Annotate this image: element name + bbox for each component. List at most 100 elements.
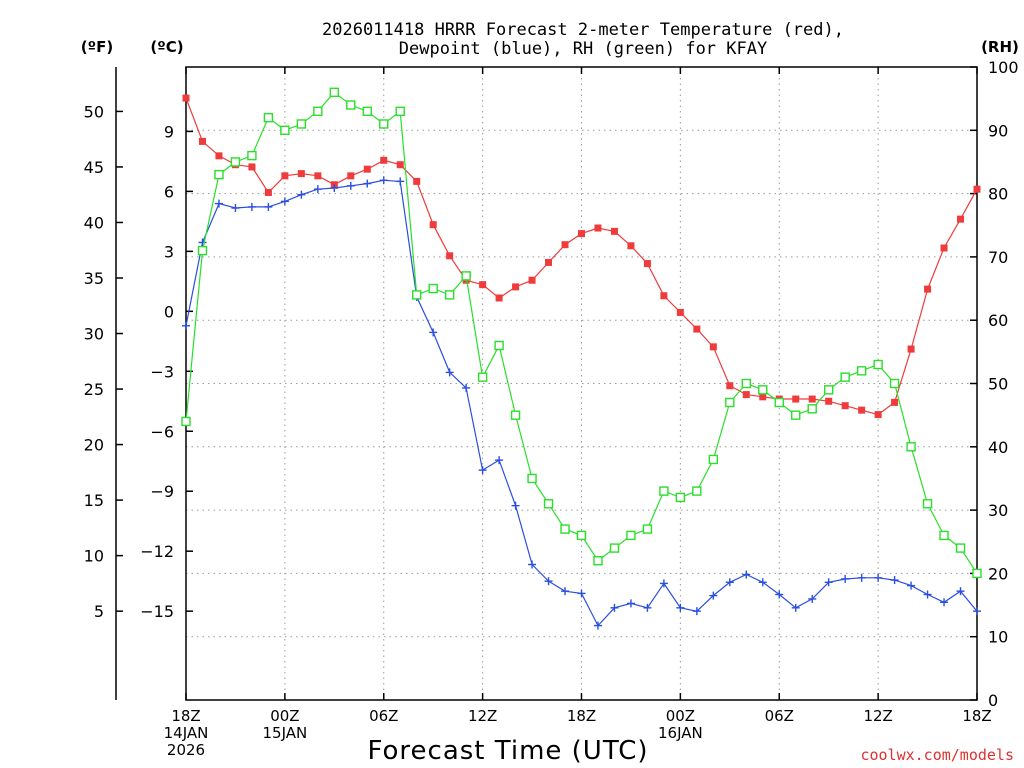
rh-point <box>675 492 686 503</box>
temperature-point <box>709 343 717 351</box>
dewpoint-point <box>742 570 751 579</box>
temperature-point <box>610 227 618 235</box>
dewpoint-point <box>379 176 388 185</box>
temperature-point <box>957 215 965 223</box>
rh-tick-label: 100 <box>988 58 1019 77</box>
rh-point <box>494 340 504 351</box>
dewpoint-point <box>725 578 734 587</box>
rh-tick-label: 0 <box>988 691 998 710</box>
dewpoint-point <box>247 202 256 211</box>
temperature-point <box>198 137 206 145</box>
dewpoint-point <box>280 197 289 206</box>
dewpoint-point <box>808 594 817 603</box>
x-axis-label: Forecast Time (UTC) <box>367 736 648 766</box>
fahrenheit-tick-label: 5 <box>94 602 104 621</box>
rh-point <box>197 245 208 256</box>
temperature-point <box>429 221 437 229</box>
rh-point <box>444 290 455 300</box>
x-tick-label: 06Z <box>369 707 398 725</box>
dewpoint-point <box>528 560 537 569</box>
dewpoint-point <box>577 589 586 598</box>
rh-point <box>955 543 966 553</box>
celsius-tick-label: −12 <box>140 542 174 561</box>
rh-point <box>247 150 257 161</box>
dewpoint-point <box>330 184 339 193</box>
dewpoint-point <box>626 599 635 608</box>
temperature-point <box>660 292 668 300</box>
temperature-point <box>578 230 585 238</box>
dewpoint-point <box>495 456 504 465</box>
celsius-tick-label: 3 <box>164 242 174 261</box>
grid-lines <box>186 67 977 700</box>
rh-point <box>477 372 488 382</box>
rh-point <box>840 372 850 382</box>
celsius-tick-label: −9 <box>150 482 174 501</box>
rh-point <box>560 524 570 534</box>
temperature-point <box>841 402 849 410</box>
dewpoint-point <box>857 573 866 582</box>
rh-point <box>807 404 817 414</box>
dewpoint-point <box>363 179 372 188</box>
rh-tick-label: 70 <box>988 248 1008 267</box>
temperature-point <box>281 172 289 180</box>
rh-point <box>906 442 916 452</box>
fahrenheit-tick-label: 10 <box>84 547 104 566</box>
temperature-point <box>512 283 520 291</box>
temperature-point <box>297 170 305 178</box>
dewpoint-point <box>643 603 652 612</box>
rh-point <box>873 359 883 370</box>
temperature-point <box>248 163 256 171</box>
rh-unit-label: (RH) <box>981 38 1019 56</box>
dewpoint-point <box>182 321 190 330</box>
rh-point <box>626 530 636 541</box>
temperature-point <box>825 397 833 405</box>
fahrenheit-tick-label: 50 <box>84 102 104 121</box>
dewpoint-point <box>824 578 833 587</box>
temperature-point <box>792 395 800 403</box>
temperature-point <box>396 161 404 169</box>
rh-point <box>510 410 521 420</box>
temperature-point <box>874 411 882 419</box>
celsius-tick-label: −15 <box>140 602 174 621</box>
series-2 <box>181 87 982 579</box>
rh-point <box>725 397 735 408</box>
rh-point <box>659 486 669 496</box>
x-tick-label: 06Z <box>765 707 794 725</box>
dewpoint-point <box>429 328 438 337</box>
temperature-point <box>594 224 602 232</box>
temperature-point <box>726 382 734 390</box>
rh-tick-label: 50 <box>988 375 1008 394</box>
rh-point <box>972 568 982 579</box>
fahrenheit-tick-label: 30 <box>84 325 104 344</box>
rh-point <box>708 454 719 465</box>
temperature-point <box>808 395 816 403</box>
dewpoint-point <box>561 587 570 596</box>
dewpoint-point <box>593 621 602 630</box>
rh-tick-label: 40 <box>988 438 1008 457</box>
temperature-point <box>363 165 371 173</box>
temperature-point <box>264 188 272 196</box>
dewpoint-point <box>610 603 619 612</box>
temperature-point <box>907 345 915 353</box>
fahrenheit-tick-label: 45 <box>84 158 104 177</box>
temperature-point <box>446 252 454 260</box>
rh-tick-label: 30 <box>988 501 1008 520</box>
dewpoint-point <box>841 574 850 583</box>
rh-point <box>296 119 307 129</box>
dewpoint-point <box>297 190 306 199</box>
rh-point <box>346 100 356 110</box>
temperature-point <box>528 276 536 284</box>
rh-point <box>280 125 290 136</box>
dewpoint-point <box>709 591 718 600</box>
celsius-unit-label: (ºC) <box>150 38 183 56</box>
dewpoint-point <box>956 587 965 596</box>
rh-point <box>329 87 340 98</box>
dewpoint-point <box>544 577 553 586</box>
x-tick-label: 18Z <box>962 707 991 725</box>
celsius-tick-label: −3 <box>150 362 174 381</box>
dewpoint-point <box>676 603 685 612</box>
rh-point <box>922 499 933 509</box>
rh-tick-label: 10 <box>988 628 1008 647</box>
x-tick-label: 00Z <box>666 707 695 725</box>
